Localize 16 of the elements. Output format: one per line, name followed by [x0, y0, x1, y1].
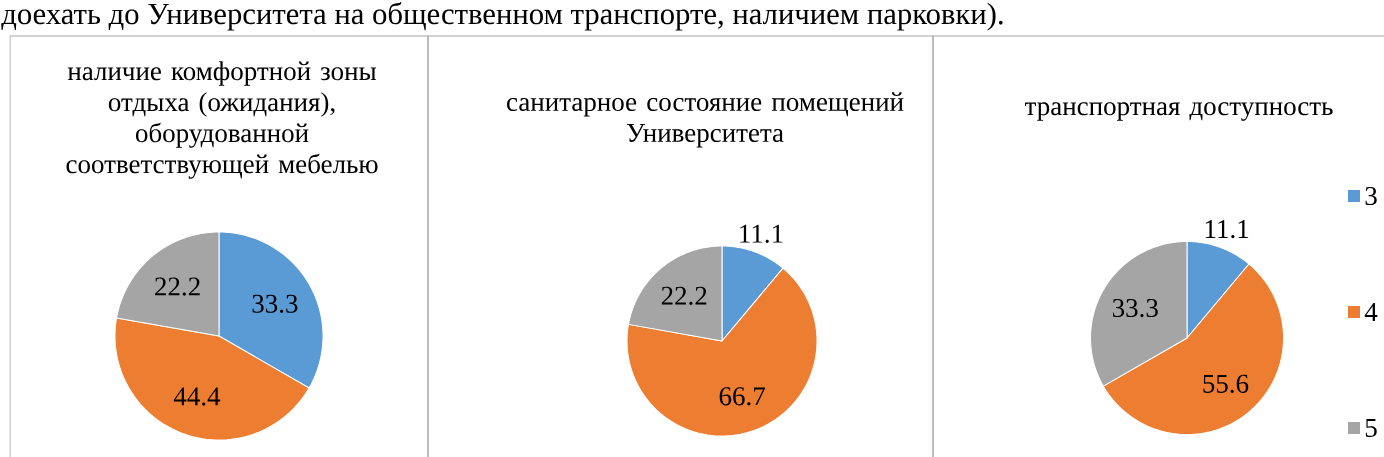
data-label: 44.4: [173, 387, 221, 406]
chart-title: наличие комфортной зоны отдыха (ожидания), оборудованной соответствующей мебелью: [66, 61, 378, 179]
data-label: 11.1: [1205, 220, 1249, 239]
chart-title: транспортная доступность: [1025, 102, 1333, 121]
data-label: 22.2: [155, 277, 200, 296]
data-label: 33.3: [1112, 298, 1158, 318]
data-label: 66.7: [719, 387, 765, 406]
data-label: 33.3: [252, 294, 298, 313]
chart-title: санитарное состояние помещений Университета: [507, 92, 904, 148]
legend-label: 4: [1364, 303, 1378, 321]
legend-label: 5: [1365, 419, 1377, 437]
text: доехать до Университета на общественном транспорте, наличием парковки).: [1, 2, 1003, 31]
data-label: 11.1: [740, 224, 783, 243]
legend-label: 3: [1365, 186, 1377, 206]
data-label: 55.6: [1203, 374, 1249, 393]
data-label: 22.2: [661, 286, 707, 305]
